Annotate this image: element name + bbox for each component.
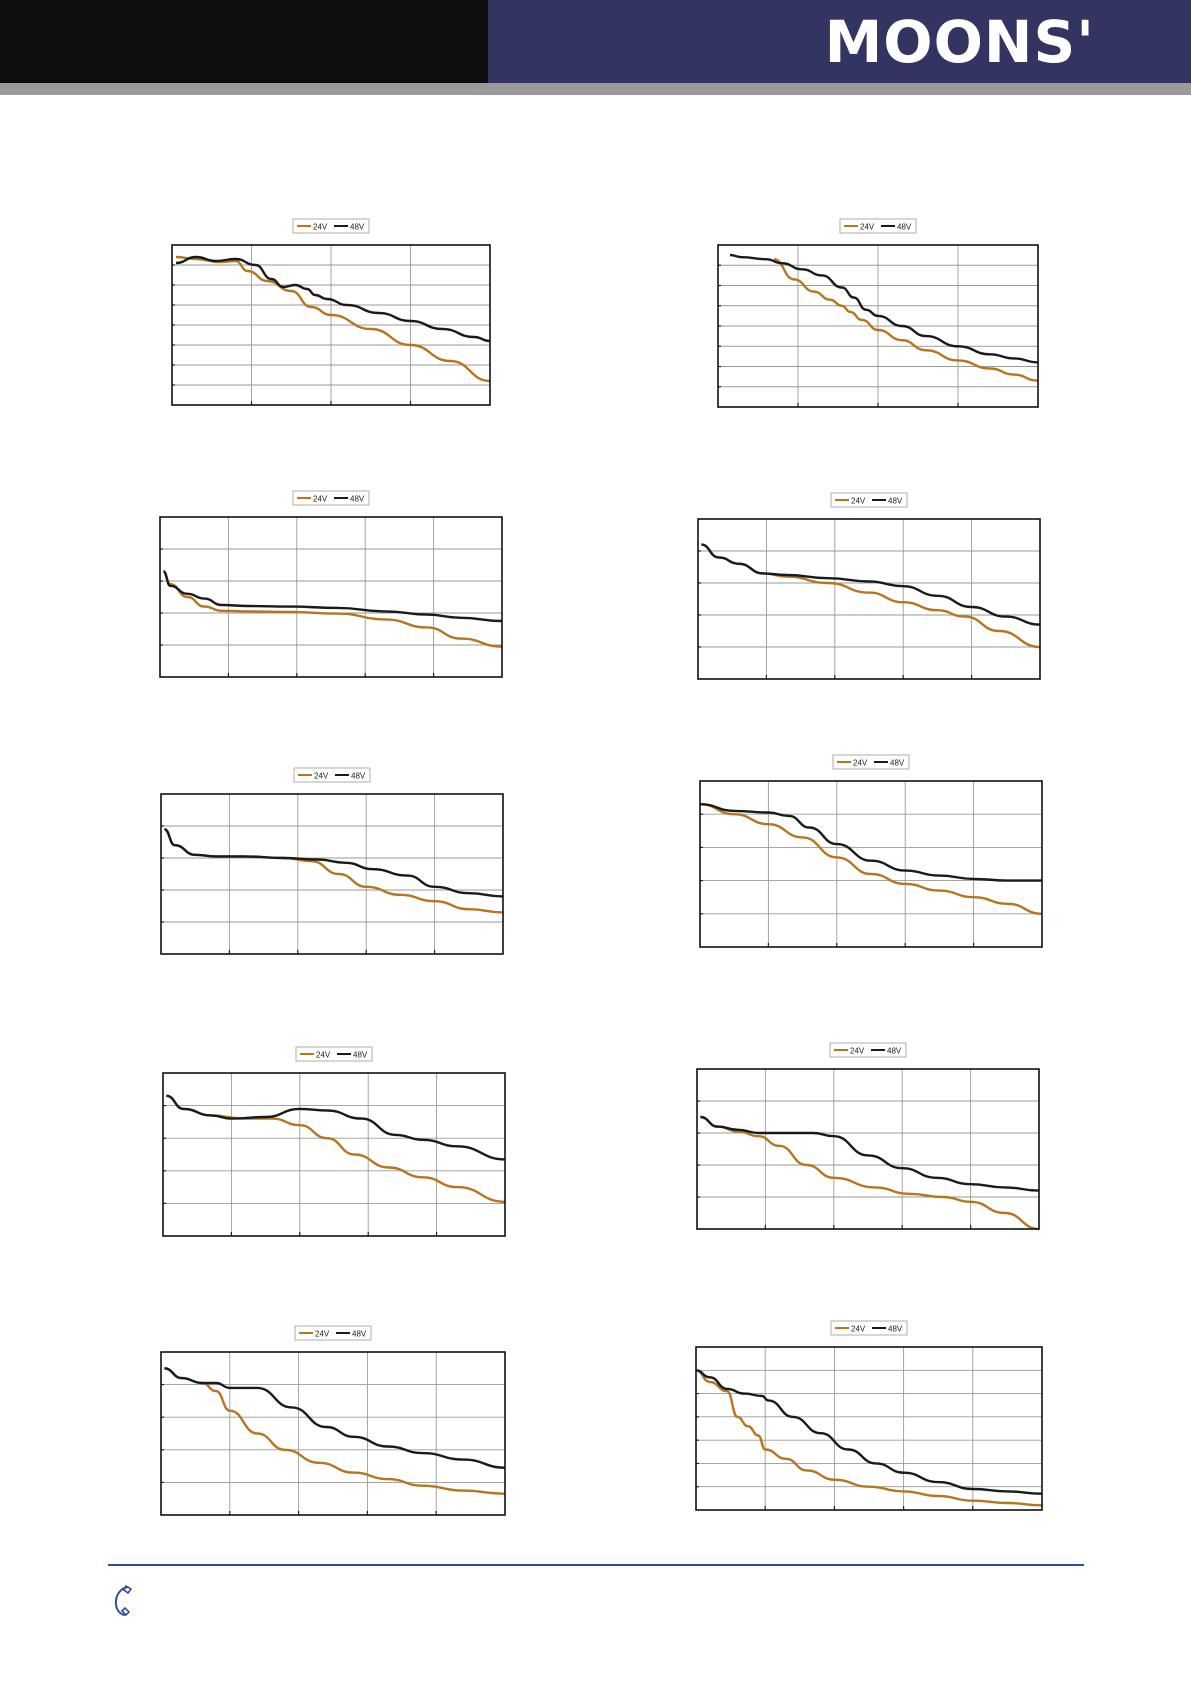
series-line-24V xyxy=(773,258,1039,382)
legend-label-48V: 48V xyxy=(887,1047,902,1056)
plot-frame xyxy=(699,780,1043,948)
legend: 24V 48V xyxy=(292,218,370,234)
legend-label-48V: 48V xyxy=(350,495,365,504)
plot-bg xyxy=(161,794,503,954)
chart-0: 24V 48V xyxy=(171,218,491,406)
legend-label-48V: 48V xyxy=(888,1325,903,1334)
legend-label-48V: 48V xyxy=(350,223,365,232)
legend: 24V 48V xyxy=(294,1325,372,1341)
series-line-48V xyxy=(166,1094,506,1161)
footer-divider xyxy=(108,1564,1084,1566)
legend-box xyxy=(294,1325,372,1341)
plot-area xyxy=(699,780,1043,948)
plot-frame xyxy=(696,1068,1040,1230)
legend-box xyxy=(829,1042,907,1058)
chart-6: 24V 48V xyxy=(162,1046,506,1237)
series-line-24V xyxy=(700,1115,1040,1231)
plot-frame xyxy=(717,244,1039,408)
plot-area xyxy=(160,1351,506,1516)
series-line-48V xyxy=(729,253,1039,364)
legend: 24V 48V xyxy=(829,1042,907,1058)
chart-5: 24V 48V xyxy=(699,754,1043,948)
legend-label-48V: 48V xyxy=(352,1330,367,1339)
legend-label-24V: 24V xyxy=(314,772,329,781)
plot-area xyxy=(159,516,503,678)
plot-bg xyxy=(700,781,1042,947)
plot-area xyxy=(717,244,1039,408)
series-line-48V xyxy=(175,255,491,343)
legend-label-24V: 24V xyxy=(316,1051,331,1060)
chart-7: 24V 48V xyxy=(696,1042,1040,1231)
legend-box xyxy=(830,492,908,508)
plot-bg xyxy=(161,1352,505,1515)
series-line-24V xyxy=(162,570,503,648)
legend-label-24V: 24V xyxy=(850,1047,865,1056)
legend: 24V 48V xyxy=(292,490,370,506)
series-line-48V xyxy=(164,1367,506,1469)
chart-2: 24V 48V xyxy=(159,490,503,678)
legend-label-48V: 48V xyxy=(890,759,905,768)
chart-8: 24V 48V xyxy=(160,1325,506,1516)
series-line-48V xyxy=(699,803,1042,882)
legend-label-24V: 24V xyxy=(851,497,866,506)
legend-label-48V: 48V xyxy=(888,497,903,506)
plot-area xyxy=(696,1068,1040,1231)
plot-frame xyxy=(162,1072,506,1237)
series-line-48V xyxy=(163,828,504,898)
legend-label-48V: 48V xyxy=(353,1051,368,1060)
chart-9: 24V 48V xyxy=(695,1320,1043,1511)
legend: 24V 48V xyxy=(830,492,908,508)
plot-frame xyxy=(695,1346,1043,1511)
series-line-24V xyxy=(699,803,1043,915)
legend: 24V 48V xyxy=(839,218,917,234)
header-left-band xyxy=(0,0,488,83)
brand-logo: MOONS' xyxy=(824,8,1095,76)
plot-frame xyxy=(697,518,1041,680)
legend-box xyxy=(293,767,371,783)
series-line-48V xyxy=(695,1369,1043,1495)
plot-bg xyxy=(163,1073,505,1236)
plot-area xyxy=(171,244,491,406)
legend-box xyxy=(295,1046,373,1062)
header-right-band xyxy=(488,0,1191,83)
legend-box xyxy=(830,1320,908,1336)
legend-label-48V: 48V xyxy=(351,772,366,781)
legend-box xyxy=(292,490,370,506)
plot-bg xyxy=(696,1347,1042,1510)
series-line-48V xyxy=(700,1115,1040,1192)
header-gray-strip xyxy=(0,83,1191,95)
legend: 24V 48V xyxy=(830,1320,908,1336)
legend-label-24V: 24V xyxy=(315,1330,330,1339)
plot-frame xyxy=(160,1351,506,1516)
legend-label-48V: 48V xyxy=(897,223,912,232)
plot-bg xyxy=(697,1069,1039,1229)
legend: 24V 48V xyxy=(295,1046,373,1062)
legend-label-24V: 24V xyxy=(860,223,875,232)
plot-area xyxy=(162,1072,506,1237)
plot-frame xyxy=(159,516,503,678)
legend-box xyxy=(292,218,370,234)
legend-box xyxy=(839,218,917,234)
series-line-48V xyxy=(701,543,1041,626)
legend-label-24V: 24V xyxy=(853,759,868,768)
legend-label-24V: 24V xyxy=(851,1325,866,1334)
phone-icon xyxy=(114,1584,133,1617)
legend-label-24V: 24V xyxy=(313,495,328,504)
plot-frame xyxy=(171,244,491,406)
series-line-24V xyxy=(695,1369,1043,1507)
plot-frame xyxy=(160,793,504,955)
plot-bg xyxy=(160,517,502,677)
series-line-48V xyxy=(162,570,503,623)
chart-3: 24V 48V xyxy=(697,492,1041,680)
plot-area xyxy=(695,1346,1043,1511)
plot-area xyxy=(160,793,504,955)
chart-4: 24V 48V xyxy=(160,767,504,955)
legend: 24V 48V xyxy=(293,767,371,783)
legend-label-24V: 24V xyxy=(313,223,328,232)
plot-area xyxy=(697,518,1041,680)
legend: 24V 48V xyxy=(832,754,910,770)
chart-1: 24V 48V xyxy=(717,218,1039,408)
plot-bg xyxy=(698,519,1040,679)
legend-box xyxy=(832,754,910,770)
